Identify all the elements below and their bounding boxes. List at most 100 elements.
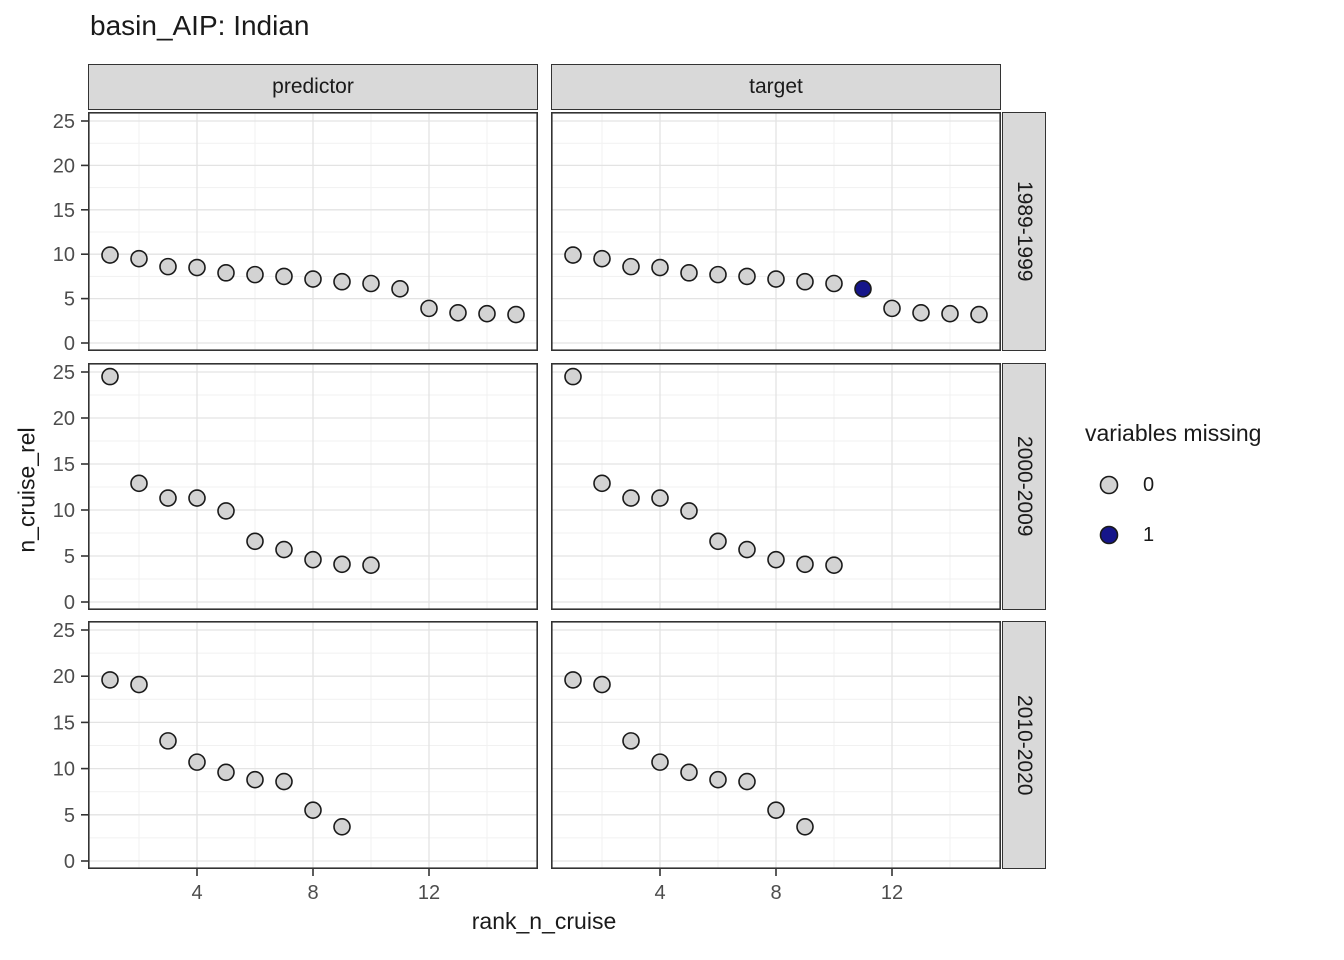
legend: variables missing 0 1: [1085, 420, 1261, 573]
data-point: [362, 556, 380, 574]
panel-border: [88, 621, 538, 869]
data-point: [449, 304, 467, 322]
y-axis-tick-label: 10: [53, 244, 75, 266]
data-point: [188, 489, 206, 507]
data-point: [709, 265, 727, 284]
facet-row-label: 2000-2009: [1013, 436, 1036, 537]
facet-column-label: predictor: [272, 75, 354, 98]
panel-predictor-2010-2020: 0 5 10 15 20 25 4 8 12: [53, 620, 538, 904]
data-point: [593, 249, 611, 268]
legend-item-0: 0: [1097, 473, 1261, 497]
data-point: [101, 246, 119, 264]
data-point: [883, 299, 901, 318]
facet-column-label: target: [749, 75, 803, 98]
data-point: [304, 550, 322, 569]
y-axis-tick-label: 20: [53, 155, 75, 177]
data-point: [304, 801, 322, 819]
data-point: [941, 304, 959, 323]
y-axis-tick-label: 10: [53, 759, 75, 781]
facet-row-strip-2010-2020: 2010-2020: [1002, 621, 1046, 869]
legend-key-swatch: [1099, 525, 1119, 545]
y-axis-title: n_cruise_rel: [13, 427, 40, 553]
data-point: [101, 671, 119, 689]
data-point: [333, 555, 351, 574]
y-axis-tick-label: 15: [53, 200, 75, 222]
data-point: [275, 267, 293, 286]
data-point: [709, 770, 727, 789]
chart-title: basin_AIP: Indian: [90, 10, 310, 41]
y-axis-tick-label: 5: [64, 805, 75, 827]
data-point: [680, 763, 698, 782]
facet-row-strip-1989-1999: 1989-1999: [1002, 112, 1046, 351]
data-point: [304, 270, 322, 288]
panel-predictor-2000-2009: 0 5 10 15 20 25: [53, 362, 538, 614]
y-axis-tick-label: 15: [53, 712, 75, 734]
legend-key-swatch: [1099, 475, 1119, 495]
data-point: [159, 732, 177, 750]
data-point: [246, 265, 264, 284]
data-point: [362, 274, 380, 293]
panel-target-2010-2020: 4 8 12: [551, 621, 1001, 904]
data-point: [130, 474, 148, 493]
legend-key-circle-0: [1099, 475, 1119, 495]
panel-target-1989-1999: [551, 112, 1001, 351]
x-axis-title: rank_n_cruise: [471, 908, 617, 934]
panel-predictor-1989-1999: 0 5 10 15 20 25: [53, 111, 538, 355]
y-axis-tick-label: 25: [53, 362, 75, 384]
data-point: [651, 258, 669, 277]
data-point: [188, 258, 206, 277]
legend-key-circle-1: [1099, 525, 1119, 545]
x-axis-tick-label: 12: [418, 882, 440, 904]
data-point: [767, 550, 785, 569]
facet-column-strip-target: target: [551, 64, 1001, 110]
panel-border: [551, 363, 1001, 610]
panel-border: [88, 112, 538, 351]
data-point: [912, 304, 930, 322]
data-point: [420, 299, 438, 318]
data-point: [333, 818, 351, 836]
data-point: [275, 772, 293, 791]
y-axis-tick-label: 10: [53, 500, 75, 522]
y-axis-tick-label: 15: [53, 454, 75, 476]
legend-title: variables missing: [1085, 420, 1262, 446]
data-point: [796, 272, 814, 291]
data-point: [159, 489, 177, 507]
y-axis-tick-label: 25: [53, 620, 75, 642]
data-point: [651, 753, 669, 771]
data-point: [622, 489, 640, 507]
y-axis-tick-label: 25: [53, 111, 75, 133]
data-point: [275, 540, 293, 559]
data-point: [738, 267, 756, 286]
y-axis-tick-label: 0: [64, 592, 75, 614]
x-axis-tick-label: 8: [307, 882, 318, 904]
legend-item-label: 1: [1143, 523, 1155, 546]
data-point: [564, 367, 582, 386]
data-point: [188, 753, 206, 771]
data-point: [564, 671, 582, 689]
data-point: [159, 257, 177, 276]
data-point: [217, 502, 235, 520]
x-axis-tick-label: 12: [881, 882, 903, 904]
data-point: [246, 532, 264, 551]
y-axis-tick-label: 20: [53, 408, 75, 430]
data-point: [680, 502, 698, 520]
data-point: [593, 675, 611, 694]
data-point: [217, 264, 235, 282]
data-point: [622, 257, 640, 276]
facet-column-strip-predictor: predictor: [88, 64, 538, 110]
data-point: [130, 675, 148, 694]
data-point: [217, 763, 235, 782]
data-point: [130, 249, 148, 268]
facet-row-label: 2010-2020: [1013, 694, 1036, 796]
data-point: [796, 555, 814, 574]
data-point: [680, 264, 698, 282]
data-point: [796, 818, 814, 836]
y-axis-tick-label: 0: [64, 333, 75, 355]
panel-border: [551, 112, 1001, 351]
y-axis-tick-label: 20: [53, 666, 75, 688]
x-axis-tick-label: 4: [191, 882, 202, 904]
data-point: [622, 732, 640, 750]
legend-item-label: 0: [1143, 473, 1155, 496]
data-point: [825, 556, 843, 574]
